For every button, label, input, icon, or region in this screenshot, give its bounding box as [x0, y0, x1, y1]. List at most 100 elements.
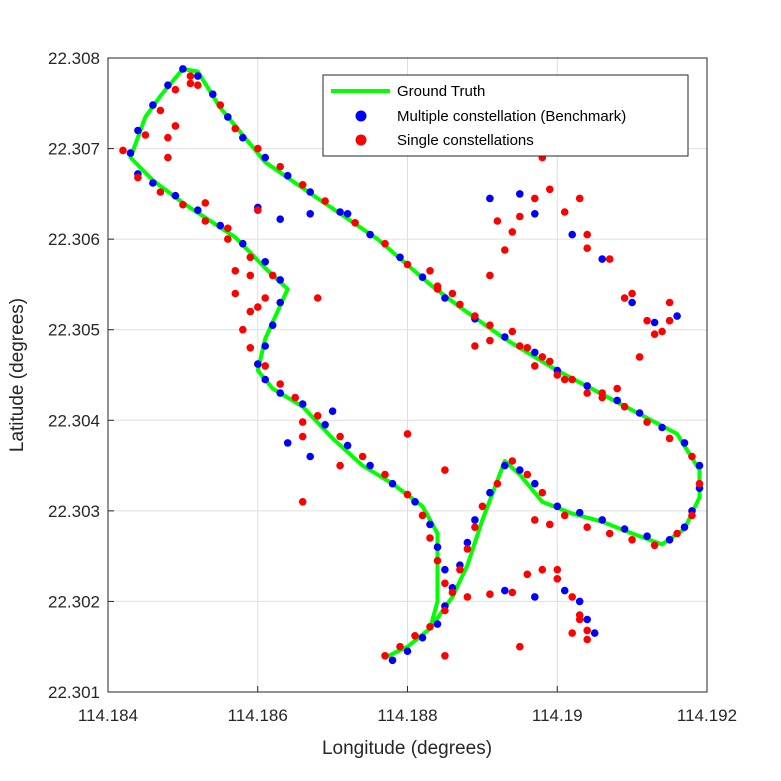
series-layer	[119, 65, 704, 665]
benchmark-point	[441, 294, 449, 302]
single-constellation-point	[620, 402, 629, 411]
benchmark-point	[261, 375, 270, 384]
y-tick-label: 22.308	[48, 49, 100, 68]
single-constellation-point	[224, 235, 232, 243]
single-constellation-point	[426, 534, 434, 542]
single-constellation-point	[531, 362, 539, 370]
benchmark-point	[673, 312, 681, 320]
legend: Ground Truth Multiple constellation (Ben…	[322, 74, 689, 157]
benchmark-point	[239, 239, 247, 248]
single-constellation-point	[171, 122, 180, 130]
single-constellation-point	[523, 470, 532, 479]
single-constellation-point	[381, 652, 389, 660]
y-tick-label: 22.306	[48, 230, 100, 249]
y-tick-label: 22.305	[48, 321, 100, 340]
benchmark-point	[531, 348, 539, 357]
y-tick-label: 22.303	[48, 502, 100, 521]
single-constellation-point	[186, 79, 195, 88]
benchmark-point	[628, 298, 636, 307]
single-constellation-point	[134, 173, 142, 182]
single-constellation-point	[583, 389, 591, 397]
single-constellation-point	[194, 81, 202, 89]
x-tick-label: 114.19	[532, 706, 583, 725]
single-constellation-point	[441, 652, 449, 660]
single-constellation-point	[568, 629, 576, 637]
single-constellation-point	[239, 325, 247, 334]
y-tick-label: 22.304	[48, 411, 100, 430]
single-constellation-point	[201, 199, 210, 207]
single-constellation-point	[381, 239, 389, 248]
benchmark-point	[149, 179, 157, 187]
single-constellation-point	[396, 642, 404, 651]
single-constellation-point	[403, 430, 412, 438]
single-constellation-point	[313, 412, 322, 420]
single-constellation-point	[179, 200, 187, 209]
benchmark-point	[298, 400, 307, 408]
benchmark-point	[306, 188, 315, 196]
single-constellation-point	[276, 162, 285, 171]
single-constellation-point	[575, 194, 584, 203]
benchmark-point	[306, 210, 315, 218]
single-constellation-point	[471, 342, 479, 350]
single-constellation-point	[441, 606, 449, 615]
x-tick-label: 114.192	[677, 706, 737, 725]
single-constellation-point	[351, 219, 359, 227]
benchmark-point	[486, 488, 494, 497]
single-constellation-point	[560, 208, 569, 216]
single-constellation-point	[171, 85, 180, 94]
benchmark-point	[441, 565, 449, 574]
single-constellation-point	[568, 593, 576, 601]
x-tick-label: 114.186	[228, 706, 288, 725]
single-constellation-point	[164, 133, 172, 142]
single-constellation-point	[583, 626, 591, 635]
benchmark-point	[568, 230, 576, 239]
benchmark-point	[179, 65, 187, 73]
x-tick-label: 114.188	[377, 706, 437, 725]
benchmark-point	[553, 502, 562, 511]
y-tick-label: 22.301	[48, 683, 100, 702]
single-constellation-point	[628, 536, 636, 544]
single-constellation-point	[298, 418, 307, 426]
benchmark-point	[276, 215, 285, 223]
single-constellation-point	[276, 380, 285, 388]
benchmark-point	[343, 210, 352, 218]
single-constellation-point	[463, 545, 472, 553]
single-constellation-point	[673, 529, 681, 538]
single-constellation-point	[605, 529, 614, 538]
single-constellation-point	[246, 307, 255, 316]
benchmark-point	[665, 536, 674, 544]
single-constellation-point	[598, 393, 606, 402]
benchmark-point	[403, 647, 412, 655]
single-constellation-point	[560, 511, 569, 520]
single-constellation-point	[433, 285, 442, 293]
benchmark-point	[276, 276, 285, 284]
benchmark-point	[268, 321, 277, 330]
benchmark-point	[486, 194, 494, 203]
single-constellation-point	[164, 153, 172, 162]
benchmark-point	[501, 586, 509, 595]
single-constellation-point	[635, 353, 644, 361]
single-constellation-point	[493, 217, 502, 225]
single-constellation-point	[583, 230, 591, 239]
benchmark-point	[501, 333, 509, 341]
single-constellation-point	[456, 565, 464, 574]
benchmark-point	[418, 633, 427, 642]
single-constellation-point	[261, 294, 270, 302]
benchmark-point	[261, 342, 270, 350]
benchmark-point	[575, 508, 584, 517]
single-constellation-point	[650, 541, 659, 550]
single-constellation-point	[583, 244, 591, 252]
single-constellation-point	[531, 194, 539, 203]
benchmark-point	[276, 389, 285, 397]
single-constellation-point	[471, 523, 479, 531]
single-constellation-point	[433, 556, 442, 565]
single-constellation-point	[546, 357, 554, 366]
single-constellation-point	[201, 217, 210, 225]
benchmark-point	[396, 253, 404, 262]
single-constellation-point	[426, 267, 434, 275]
benchmark-point	[306, 452, 315, 461]
y-axis-label: Latitude (degrees)	[7, 298, 28, 452]
single-constellation-point	[628, 289, 636, 298]
benchmark-point	[643, 532, 651, 540]
single-constellation-point	[313, 294, 322, 302]
